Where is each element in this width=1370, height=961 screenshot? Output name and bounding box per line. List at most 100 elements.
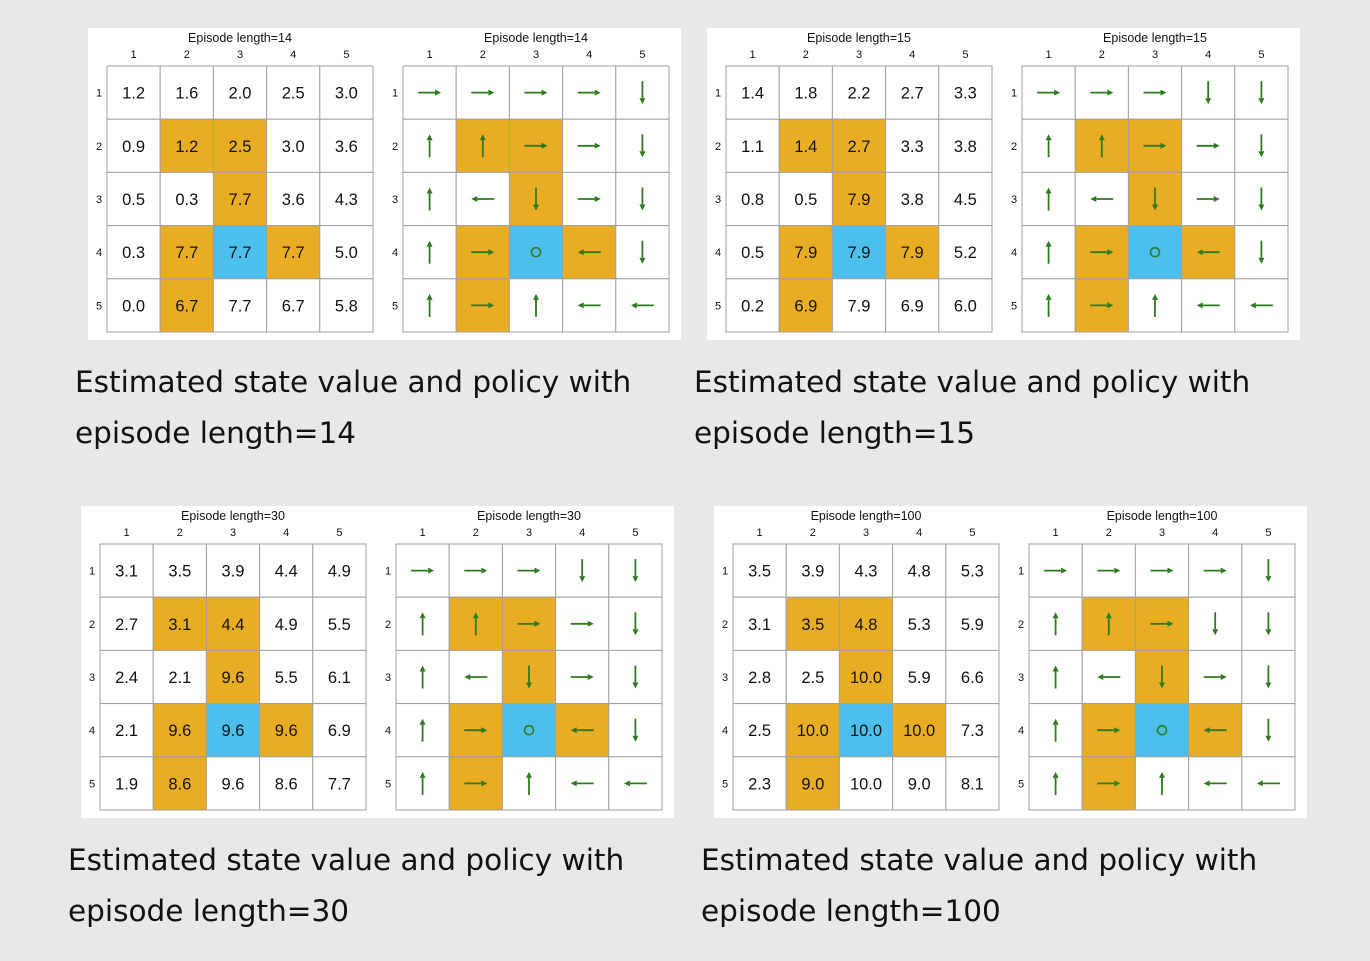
state-value-label: 2.2 — [848, 85, 871, 103]
state-value-label: 2.7 — [848, 138, 871, 156]
state-value-label: 7.9 — [794, 244, 817, 262]
state-value-label: 4.8 — [855, 616, 878, 634]
state-value-label: 2.7 — [901, 85, 924, 103]
value-grid-title: Episode length=14 — [188, 31, 292, 45]
row-index-label: 4 — [392, 247, 398, 259]
row-index-label: 3 — [89, 672, 95, 684]
row-index-label: 5 — [96, 300, 102, 312]
state-value-label: 1.4 — [741, 85, 764, 103]
row-index-label: 1 — [96, 88, 102, 100]
state-value-label: 10.0 — [850, 775, 882, 793]
state-value-label: 4.4 — [222, 616, 245, 634]
row-index-label: 1 — [89, 566, 95, 578]
state-value-label: 3.9 — [222, 563, 245, 581]
column-index-label: 3 — [237, 49, 243, 61]
state-value-label: 3.1 — [115, 563, 138, 581]
policy-grid-title: Episode length=15 — [1103, 31, 1207, 45]
row-index-label: 4 — [385, 725, 391, 737]
row-index-label: 3 — [715, 194, 721, 206]
row-index-label: 3 — [1011, 194, 1017, 206]
column-index-label: 1 — [1046, 49, 1052, 61]
state-value-label: 0.2 — [741, 297, 764, 315]
row-index-label: 5 — [722, 778, 728, 790]
state-value-label: 6.7 — [175, 297, 198, 315]
state-value-label: 7.7 — [229, 297, 252, 315]
row-index-label: 4 — [722, 725, 728, 737]
column-index-label: 3 — [230, 527, 236, 539]
column-index-label: 4 — [283, 527, 289, 539]
state-value-label: 5.0 — [335, 244, 358, 262]
value-grid-title: Episode length=30 — [181, 509, 285, 523]
state-value-label: 2.5 — [282, 85, 305, 103]
state-value-label: 3.3 — [901, 138, 924, 156]
state-value-label: 1.4 — [794, 138, 817, 156]
state-value-label: 7.7 — [328, 775, 351, 793]
state-value-label: 7.9 — [901, 244, 924, 262]
state-value-label: 3.3 — [954, 85, 977, 103]
state-value-label: 1.1 — [741, 138, 764, 156]
row-index-label: 2 — [722, 619, 728, 631]
policy-grid-title: Episode length=14 — [484, 31, 588, 45]
target-cell — [509, 226, 562, 279]
state-value-label: 9.6 — [168, 722, 191, 740]
state-value-label: 4.8 — [908, 563, 931, 581]
state-value-label: 4.4 — [275, 563, 298, 581]
state-value-label: 9.6 — [222, 722, 245, 740]
state-value-label: 10.0 — [850, 722, 882, 740]
column-index-label: 4 — [916, 527, 922, 539]
state-value-label: 7.9 — [848, 297, 871, 315]
state-value-label: 6.9 — [794, 297, 817, 315]
state-value-label: 0.5 — [122, 191, 145, 209]
column-index-label: 5 — [962, 49, 968, 61]
state-value-label: 3.1 — [168, 616, 191, 634]
column-index-label: 4 — [586, 49, 592, 61]
state-value-label: 3.6 — [335, 138, 358, 156]
state-value-label: 7.3 — [961, 722, 984, 740]
state-value-label: 8.6 — [168, 775, 191, 793]
state-value-label: 5.5 — [275, 669, 298, 687]
target-cell — [1128, 226, 1181, 279]
column-index-label: 1 — [1053, 527, 1059, 539]
column-index-label: 5 — [632, 527, 638, 539]
value-grid-title: Episode length=15 — [807, 31, 911, 45]
row-index-label: 3 — [385, 672, 391, 684]
state-value-label: 6.9 — [901, 297, 924, 315]
state-value-label: 8.1 — [961, 775, 984, 793]
state-value-label: 5.5 — [328, 616, 351, 634]
state-value-label: 6.7 — [282, 297, 305, 315]
state-value-label: 0.8 — [741, 191, 764, 209]
state-value-label: 2.5 — [229, 138, 252, 156]
target-cell — [1135, 704, 1188, 757]
state-value-label: 0.3 — [122, 244, 145, 262]
state-value-label: 6.0 — [954, 297, 977, 315]
state-value-label: 10.0 — [797, 722, 829, 740]
state-value-label: 3.1 — [748, 616, 771, 634]
state-value-label: 7.7 — [229, 191, 252, 209]
state-value-label: 3.9 — [801, 563, 824, 581]
state-value-label: 7.7 — [282, 244, 305, 262]
row-index-label: 3 — [392, 194, 398, 206]
row-index-label: 4 — [715, 247, 721, 259]
row-index-label: 4 — [96, 247, 102, 259]
column-index-label: 4 — [909, 49, 915, 61]
row-index-label: 4 — [89, 725, 95, 737]
column-index-label: 2 — [1106, 527, 1112, 539]
state-value-label: 0.9 — [122, 138, 145, 156]
column-index-label: 4 — [1205, 49, 1211, 61]
state-value-label: 2.5 — [748, 722, 771, 740]
state-value-label: 10.0 — [903, 722, 935, 740]
column-index-label: 5 — [343, 49, 349, 61]
column-index-label: 1 — [131, 49, 137, 61]
state-value-label: 4.3 — [855, 563, 878, 581]
row-index-label: 1 — [385, 566, 391, 578]
state-value-label: 6.9 — [328, 722, 351, 740]
state-value-label: 9.6 — [222, 775, 245, 793]
state-value-label: 5.9 — [908, 669, 931, 687]
state-value-label: 3.8 — [954, 138, 977, 156]
column-index-label: 3 — [856, 49, 862, 61]
column-index-label: 1 — [420, 527, 426, 539]
column-index-label: 1 — [427, 49, 433, 61]
state-value-label: 7.9 — [848, 244, 871, 262]
column-index-label: 4 — [579, 527, 585, 539]
policy-grid-title: Episode length=100 — [1107, 509, 1218, 523]
